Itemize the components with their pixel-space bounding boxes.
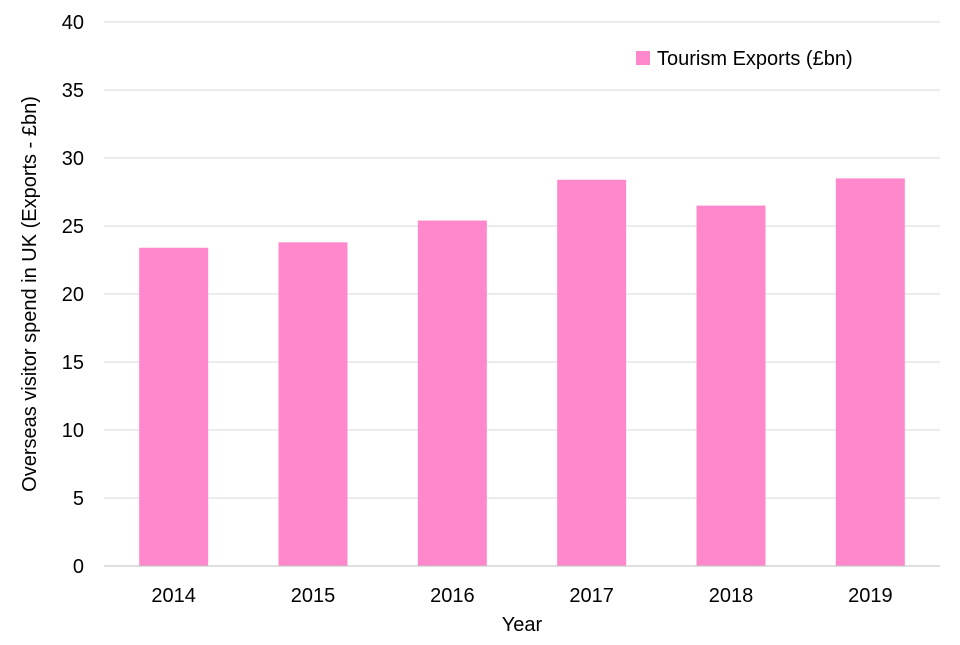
y-tick-label: 20 (62, 284, 84, 306)
legend: Tourism Exports (£bn) (636, 48, 853, 70)
y-tick-label: 0 (73, 556, 84, 578)
y-tick-labels: 0 5 10 15 20 25 30 35 40 (62, 12, 84, 578)
y-tick-label: 10 (62, 420, 84, 442)
bar-2019 (835, 178, 905, 566)
bar-2018 (696, 205, 766, 566)
bar-2017 (557, 179, 627, 566)
y-tick-label: 25 (62, 216, 84, 238)
y-tick-label: 40 (62, 12, 84, 34)
x-tick-label: 2018 (709, 585, 754, 607)
x-tick-label: 2014 (151, 585, 196, 607)
bar-2015 (278, 242, 348, 566)
y-tick-label: 5 (73, 488, 84, 510)
y-axis-title: Overseas visitor spend in UK (Exports - … (19, 96, 41, 492)
x-tick-label: 2017 (569, 585, 614, 607)
bar-2014 (139, 247, 209, 566)
x-tick-label: 2016 (430, 585, 475, 607)
y-tick-label: 15 (62, 352, 84, 374)
legend-label: Tourism Exports (£bn) (657, 48, 853, 70)
gridlines (104, 21, 940, 499)
y-tick-label: 30 (62, 148, 84, 170)
x-axis-title: Year (502, 614, 543, 636)
x-tick-labels: 2014 2015 2016 2017 2018 2019 (151, 585, 892, 607)
bar-2016 (417, 220, 487, 566)
y-tick-label: 35 (62, 80, 84, 102)
legend-swatch (636, 51, 650, 65)
x-tick-label: 2019 (848, 585, 893, 607)
x-tick-label: 2015 (291, 585, 336, 607)
bars (139, 178, 905, 566)
